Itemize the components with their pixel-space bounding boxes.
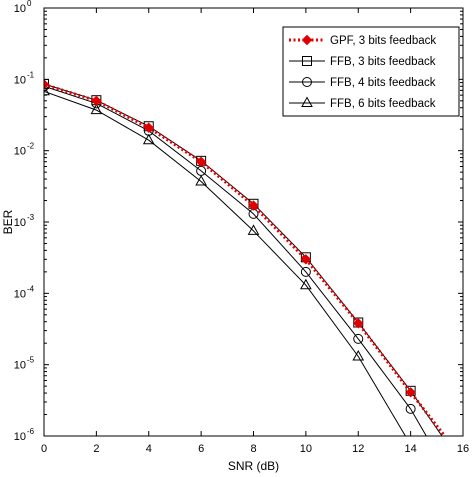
- y-tick-label: 10: [14, 74, 26, 86]
- y-tick-exponent: 0: [27, 0, 32, 8]
- y-tick-label: 10: [14, 217, 26, 229]
- series-marker: [405, 387, 416, 398]
- series-1: [44, 79, 443, 436]
- legend: GPF, 3 bits feedback FFB, 3 bits feedback…: [282, 26, 460, 117]
- y-tick-exponent: -6: [27, 427, 35, 436]
- series-lines: [44, 79, 446, 436]
- series-marker: [300, 254, 312, 265]
- series-marker: [195, 174, 207, 186]
- y-tick-base: 10: [14, 431, 26, 443]
- legend-swatch-marker: [302, 56, 312, 66]
- x-tick-label: 12: [352, 443, 364, 455]
- y-tick-exponent: -4: [27, 284, 35, 293]
- legend-label: FFB, 3 bits feedback: [330, 56, 436, 68]
- series-marker: [353, 333, 364, 344]
- series-marker: [143, 122, 154, 133]
- y-tick-base: 10: [14, 74, 26, 86]
- series-marker: [352, 350, 365, 361]
- y-tick-base: 10: [14, 146, 26, 158]
- y-tick-label: 10: [14, 431, 26, 443]
- series-marker: [300, 278, 312, 290]
- plot-frame: [43, 7, 464, 437]
- y-tick-base: 10: [14, 217, 26, 229]
- series-0: [44, 79, 446, 436]
- legend-label: FFB, 4 bits feedback: [330, 77, 436, 89]
- y-tick-exponent: -3: [27, 213, 35, 222]
- x-axis-label: SNR (dB): [228, 459, 279, 473]
- series-marker: [248, 200, 259, 211]
- y-tick-label: 10: [14, 146, 26, 158]
- series-line: [44, 82, 446, 436]
- series-2: [44, 81, 427, 436]
- series-marker: [91, 95, 102, 107]
- legend-swatch-marker: [301, 34, 313, 46]
- y-tick-label: 10: [14, 360, 26, 372]
- legend-swatch-marker: [302, 77, 312, 87]
- y-tick-base: 10: [14, 360, 26, 372]
- series-3: [44, 84, 406, 436]
- series-line: [44, 90, 406, 436]
- series-marker: [405, 403, 416, 414]
- series-marker: [90, 103, 103, 115]
- y-tick-label: 10: [14, 288, 26, 300]
- series-marker: [195, 156, 207, 167]
- y-tick-base: 10: [14, 288, 26, 300]
- x-tick-label: 0: [41, 443, 47, 455]
- series-marker: [353, 318, 364, 329]
- series-line: [44, 85, 427, 436]
- x-tick-label: 8: [250, 443, 256, 455]
- series-marker: [142, 133, 155, 145]
- x-tick-label: 10: [300, 443, 312, 455]
- x-tick-label: 2: [93, 443, 99, 455]
- legend-swatch-marker: [301, 96, 313, 107]
- y-axis-label: BER: [1, 209, 15, 234]
- y-tick-exponent: -5: [27, 356, 35, 365]
- x-tick-label: 16: [457, 443, 469, 455]
- x-tick-label: 14: [405, 443, 417, 455]
- y-tick-base: 10: [14, 3, 26, 15]
- series-marker: [300, 266, 311, 277]
- x-tick-label: 6: [198, 443, 204, 455]
- series-marker: [247, 224, 260, 235]
- y-tick-label: 10: [14, 3, 26, 15]
- x-tick-label: 4: [146, 443, 152, 455]
- series-marker: [44, 79, 50, 90]
- series-line: [44, 83, 443, 436]
- legend-label: GPF, 3 bits feedback: [330, 35, 436, 47]
- series-marker: [44, 84, 50, 96]
- legend-label: FFB, 6 bits feedback: [330, 98, 436, 110]
- y-tick-exponent: -1: [27, 70, 35, 79]
- y-tick-exponent: -2: [27, 142, 35, 151]
- legend-box: [282, 26, 460, 117]
